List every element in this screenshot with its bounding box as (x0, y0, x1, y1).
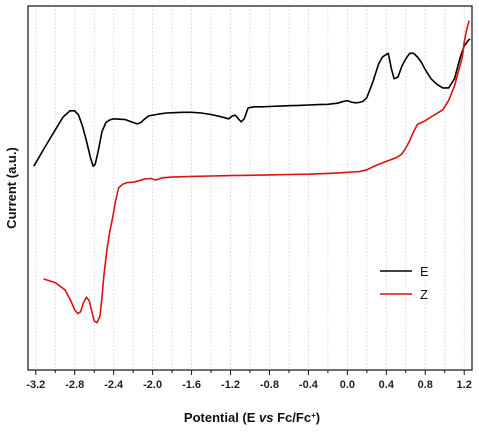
series-layer (33, 20, 471, 324)
x-axis-title: Potential (E vs Fc/Fc+) (184, 410, 320, 425)
x-tick-label: -3.2 (26, 379, 45, 391)
x-tick-label: 1.2 (457, 379, 472, 391)
x-tick-label: -0.4 (299, 379, 319, 391)
x-tick-label: -2.4 (104, 379, 124, 391)
x-tick-label: -1.6 (182, 379, 201, 391)
x-tick-label: -2.8 (65, 379, 84, 391)
legend: E Z (380, 264, 429, 302)
series-e-line (33, 38, 471, 167)
grid (35, 6, 465, 370)
x-tick-label: -2.0 (143, 379, 162, 391)
series-z-line (43, 20, 470, 324)
x-tick-label: -0.8 (260, 379, 279, 391)
legend-label-e: E (420, 264, 429, 279)
y-axis-title: Current (a.u.) (4, 147, 19, 229)
x-tick-label: 0.4 (379, 379, 395, 391)
x-tick-label: 0.0 (340, 379, 355, 391)
x-tick-label: 0.8 (418, 379, 433, 391)
x-tick-label: -1.2 (221, 379, 240, 391)
x-axis-tick-labels: -3.2 -2.8 -2.4 -2.0 -1.6 -1.2 -0.8 -0.4 0.0 0.4 0.… (26, 379, 472, 391)
x-axis-ticks (35, 370, 465, 375)
legend-label-z: Z (420, 287, 428, 302)
